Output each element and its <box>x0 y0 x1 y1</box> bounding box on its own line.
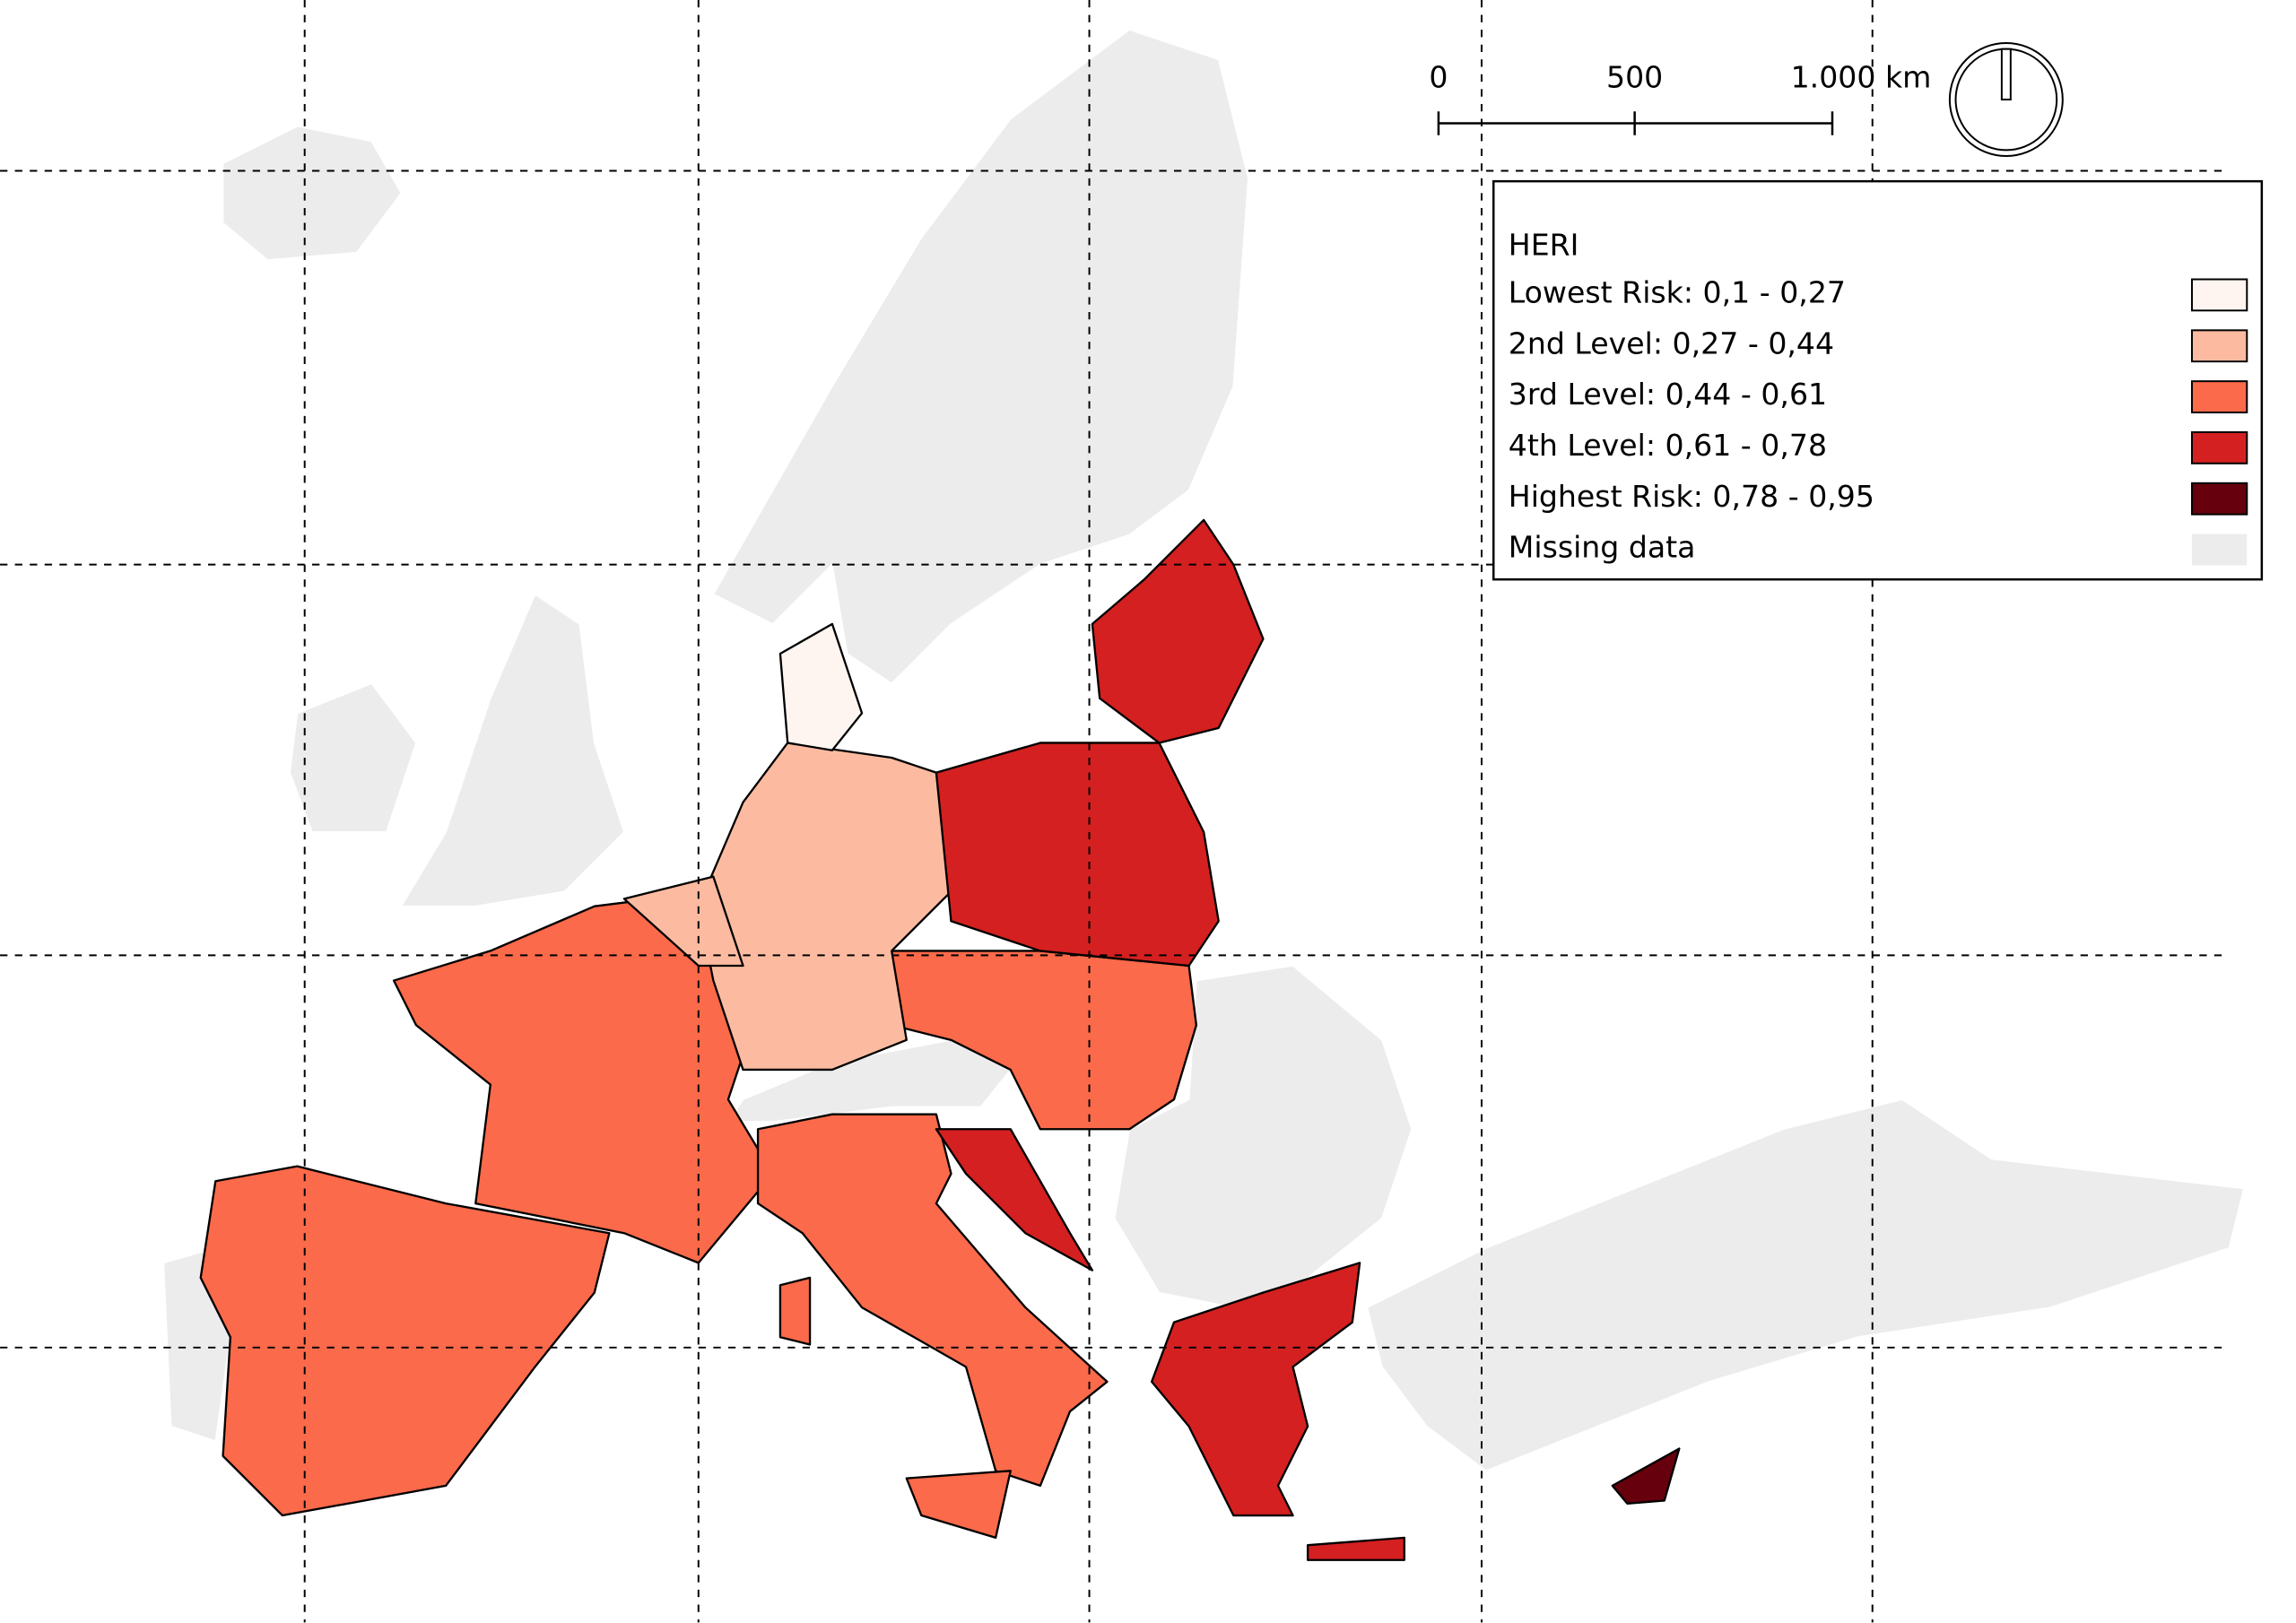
legend-title: HERI <box>1509 228 1579 263</box>
scale-label: 0 <box>1429 59 1448 94</box>
region-crete <box>1306 1536 1405 1561</box>
region-iberia <box>199 1165 611 1517</box>
legend-swatch <box>2190 329 2248 363</box>
region-sicily <box>905 1470 1012 1540</box>
legend-swatch <box>2191 534 2248 566</box>
north-arrow <box>1948 42 2064 157</box>
legend-label: 4th Level: 0,61 - 0,78 <box>1509 428 1827 463</box>
region-croatia <box>935 1128 1094 1271</box>
legend-swatch <box>2190 430 2248 464</box>
legend-label: 2nd Level: 0,27 - 0,44 <box>1509 325 1834 360</box>
graticule <box>0 0 2230 1623</box>
legend-swatch <box>2190 278 2248 312</box>
region-denmark <box>778 622 864 751</box>
missing-land <box>162 29 2245 1472</box>
legend-swatch <box>2190 380 2248 413</box>
legend: HERI Lowest Risk: 0,1 - 0,27 2nd Level: 0… <box>1492 179 2264 581</box>
scale-label: 1.000 km <box>1791 59 1932 94</box>
legend-swatch <box>2190 482 2248 516</box>
region-sardinia <box>778 1276 812 1346</box>
legend-label: Highest Risk: 0,78 - 0,95 <box>1509 479 1874 514</box>
scale-label: 500 <box>1606 59 1663 94</box>
region-baltics <box>1091 518 1265 744</box>
scale-bar: 0 500 1.000 km <box>1429 59 1931 135</box>
legend-label: 3rd Level: 0,44 - 0,61 <box>1509 377 1827 412</box>
legend-label: Lowest Risk: 0,1 - 0,27 <box>1509 275 1846 310</box>
region-poland <box>935 742 1220 968</box>
region-greece <box>1150 1262 1361 1517</box>
legend-label: Missing data <box>1509 530 1696 565</box>
region-benelux <box>622 875 744 968</box>
region-cyprus <box>1611 1447 1681 1505</box>
regions <box>199 518 1681 1561</box>
region-germany <box>697 742 952 1072</box>
